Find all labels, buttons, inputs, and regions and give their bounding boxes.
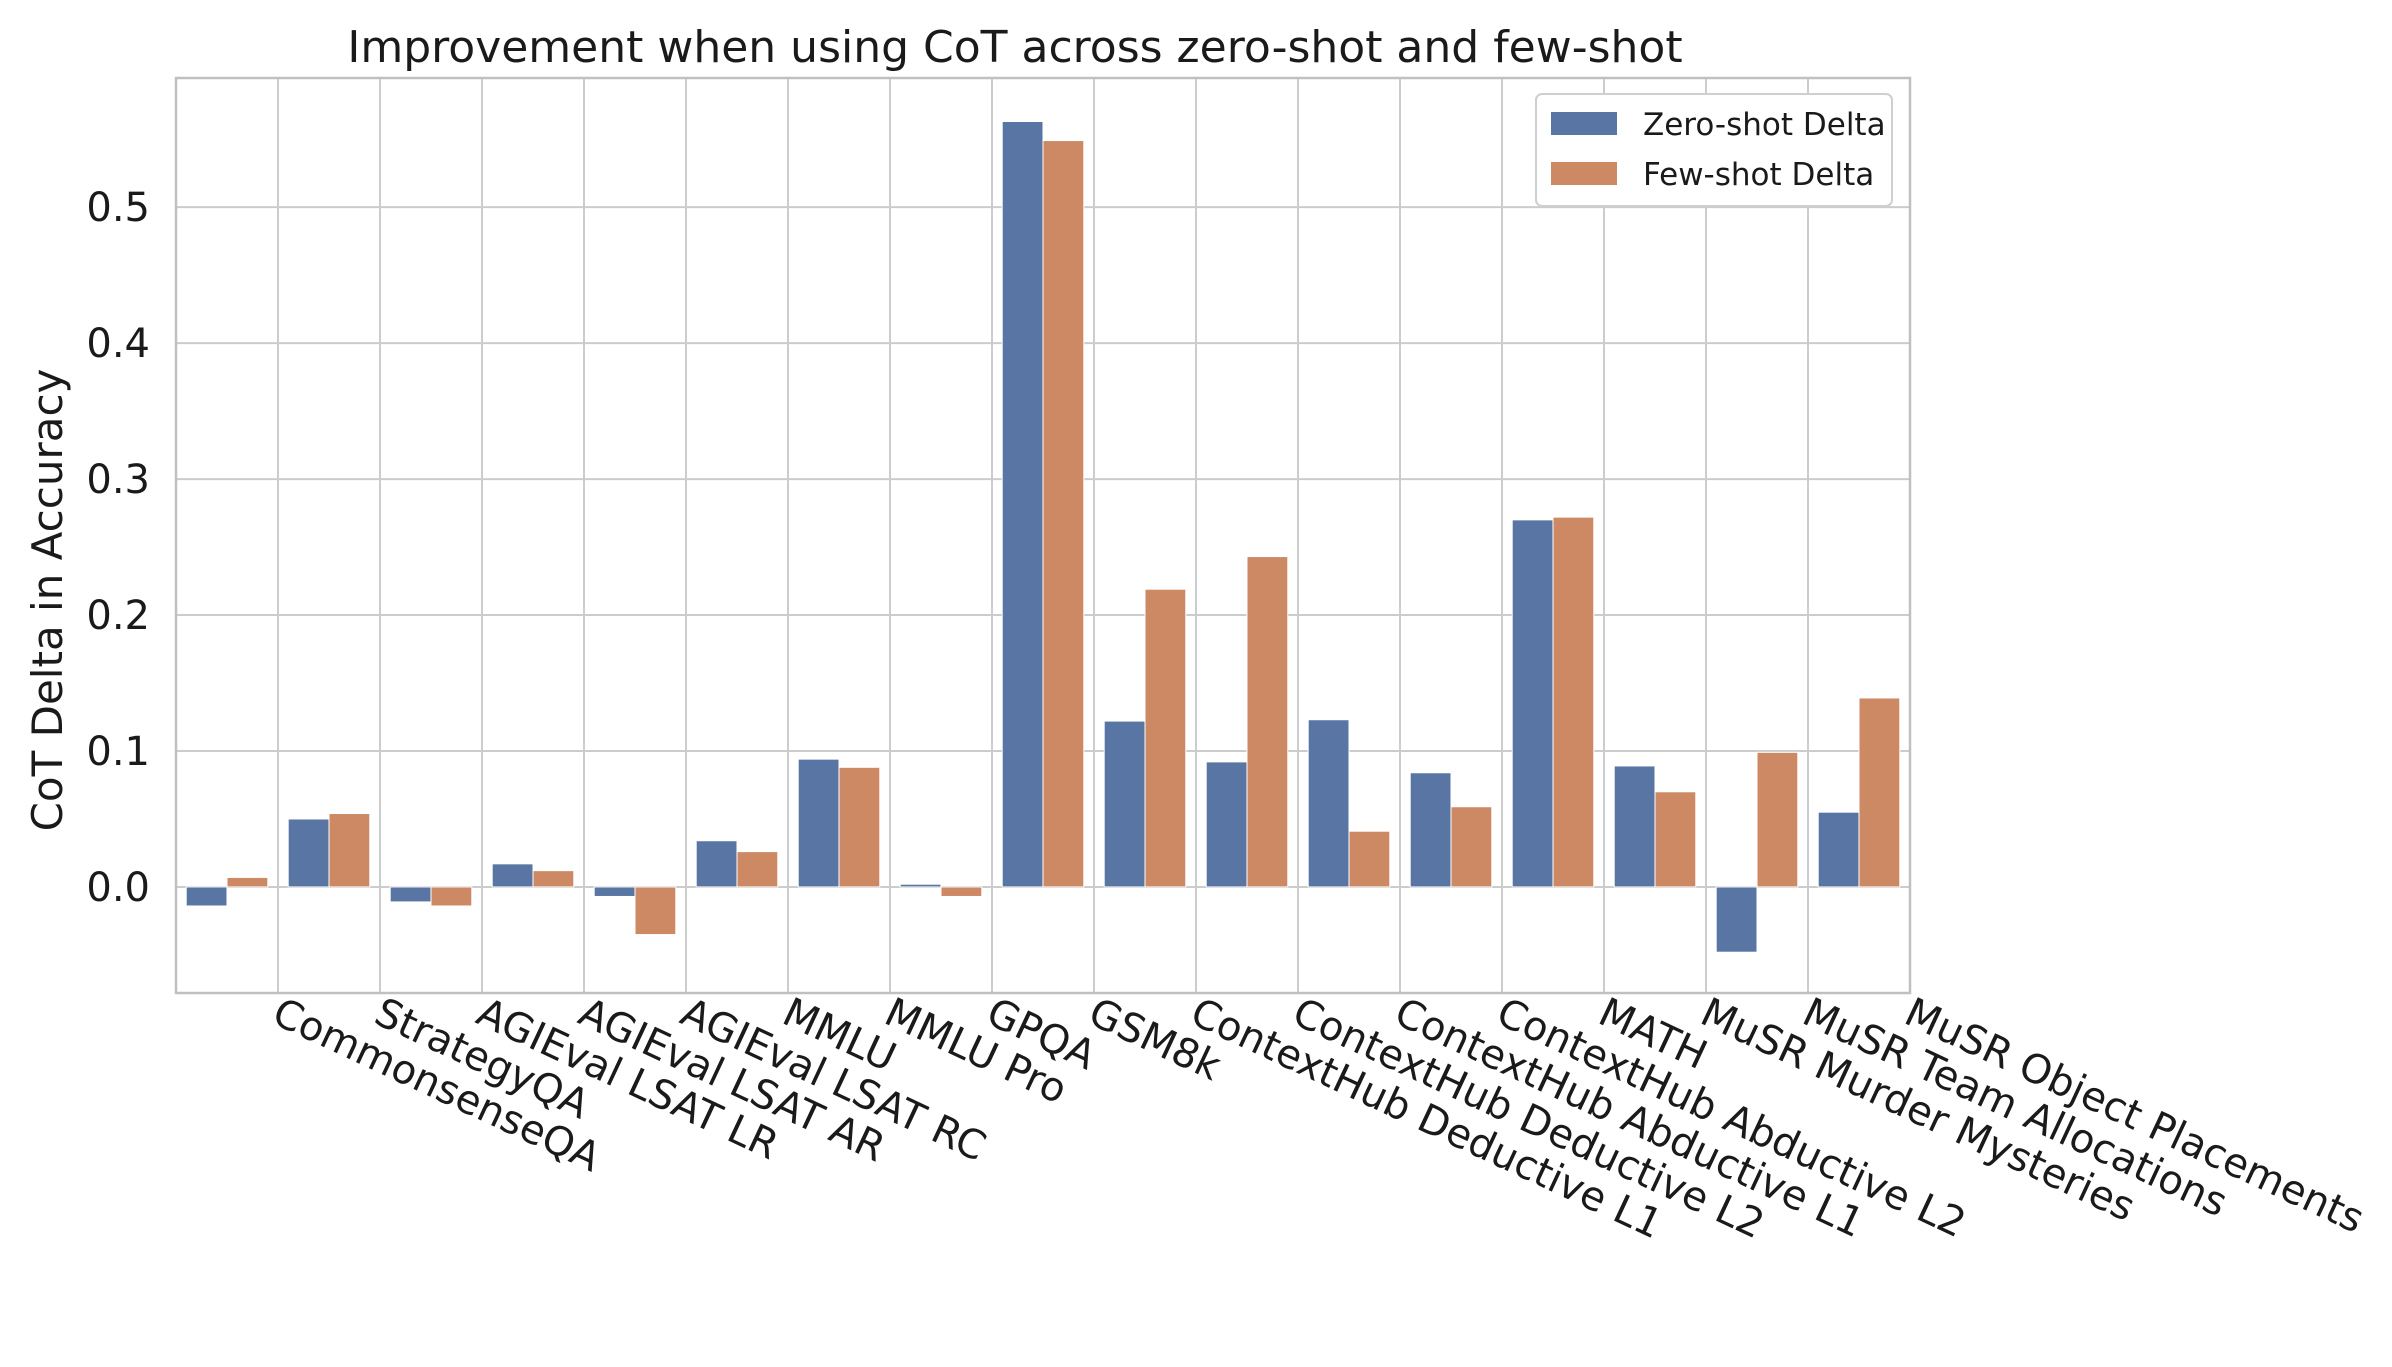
bar-few-shot-delta-musr-murder-mysteries — [1654, 791, 1697, 888]
plot-frame — [174, 76, 1912, 995]
bar-few-shot-delta-agieval-lsat-ar — [532, 870, 575, 888]
bar-zero-shot-delta-agieval-lsat-lr — [389, 886, 432, 903]
bar-zero-shot-delta-musr-object-placements — [1817, 811, 1860, 888]
bar-zero-shot-delta-contexthub-abductive-l1 — [1307, 719, 1350, 888]
y-tick-labels: 0.0 0.1 0.2 0.3 0.4 0.5 — [86, 185, 150, 911]
bar-zero-shot-delta-agieval-lsat-ar — [491, 863, 534, 888]
bar-zero-shot-delta-contexthub-deductive-l1 — [1103, 720, 1146, 888]
legend-label-zero-shot: Zero-shot Delta — [1643, 107, 1886, 143]
chart-title: Improvement when using CoT across zero-s… — [347, 22, 1682, 73]
bar-few-shot-delta-mmlu-pro — [838, 766, 881, 888]
bar-few-shot-delta-musr-object-placements — [1858, 697, 1901, 888]
bar-few-shot-delta-gpqa — [940, 886, 983, 897]
y-axis-label: CoT Delta in Accuracy — [23, 369, 72, 832]
bar-zero-shot-delta-gsm8k — [1001, 121, 1044, 888]
bar-zero-shot-delta-mmlu — [695, 840, 738, 888]
bar-zero-shot-delta-strategyqa — [287, 818, 330, 888]
y-tick-label: 0.3 — [86, 457, 150, 503]
y-tick-label: 0.1 — [86, 729, 150, 775]
legend: Zero-shot Delta Few-shot Delta — [1535, 93, 1893, 207]
y-tick-label: 0.2 — [86, 593, 150, 639]
bar-zero-shot-delta-mmlu-pro — [797, 758, 840, 888]
y-tick-label: 0.0 — [86, 865, 150, 911]
y-tick-label: 0.5 — [86, 185, 150, 231]
legend-swatch-few-shot — [1551, 162, 1617, 185]
bar-few-shot-delta-musr-team-allocations — [1756, 751, 1799, 888]
legend-label-few-shot: Few-shot Delta — [1643, 157, 1874, 193]
bar-zero-shot-delta-gpqa — [899, 883, 942, 888]
bar-few-shot-delta-strategyqa — [328, 813, 371, 888]
y-tick-label: 0.4 — [86, 321, 150, 367]
x-gridlines — [277, 78, 1911, 993]
bar-few-shot-delta-agieval-lsat-lr — [430, 886, 473, 907]
bar-few-shot-delta-math — [1552, 516, 1595, 888]
bar-zero-shot-delta-math — [1511, 519, 1554, 888]
bar-zero-shot-delta-contexthub-abductive-l2 — [1409, 772, 1452, 888]
bars — [185, 121, 1901, 953]
bar-few-shot-delta-contexthub-abductive-l2 — [1450, 806, 1493, 888]
bar-few-shot-delta-gsm8k — [1042, 140, 1085, 888]
bar-few-shot-delta-contexthub-abductive-l1 — [1348, 830, 1391, 888]
bar-zero-shot-delta-musr-murder-mysteries — [1613, 765, 1656, 888]
bar-zero-shot-delta-commonsenseqa — [185, 886, 228, 907]
bar-few-shot-delta-mmlu — [736, 851, 779, 888]
bar-few-shot-delta-commonsenseqa — [226, 876, 269, 888]
legend-box — [1535, 93, 1893, 207]
bar-zero-shot-delta-musr-team-allocations — [1715, 886, 1758, 953]
legend-swatch-zero-shot — [1551, 112, 1617, 135]
bar-few-shot-delta-agieval-lsat-rc — [634, 886, 677, 936]
bar-zero-shot-delta-contexthub-deductive-l2 — [1205, 761, 1248, 888]
bar-few-shot-delta-contexthub-deductive-l1 — [1144, 588, 1187, 888]
bar-zero-shot-delta-agieval-lsat-rc — [593, 886, 636, 897]
bar-few-shot-delta-contexthub-deductive-l2 — [1246, 556, 1289, 888]
